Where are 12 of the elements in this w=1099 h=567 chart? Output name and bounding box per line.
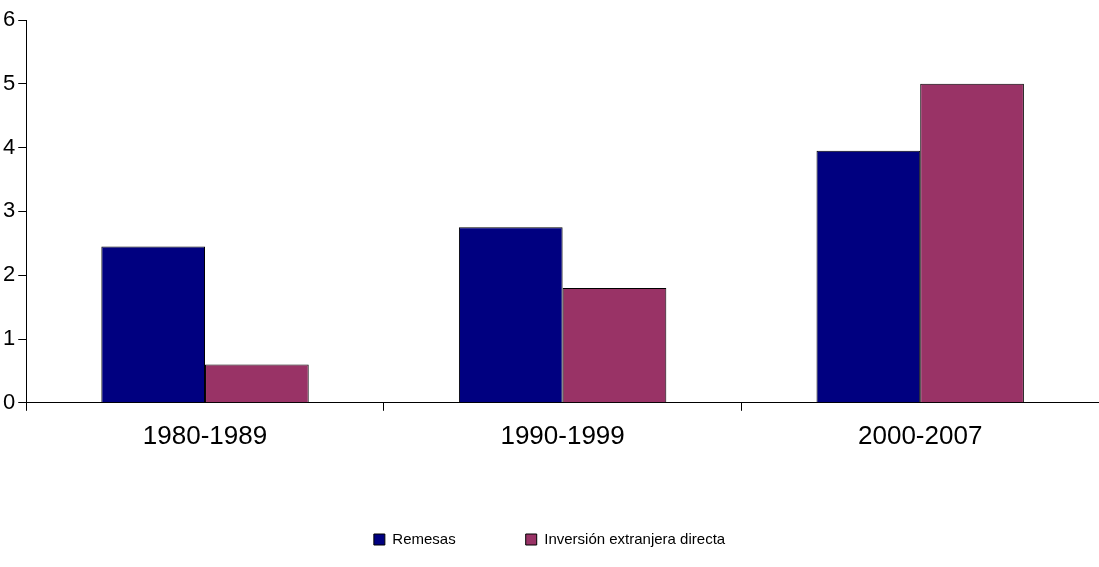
- y-tick-label: 0: [2, 388, 16, 414]
- y-tick-label: 5: [2, 69, 16, 95]
- y-tick-label: 2: [2, 261, 16, 287]
- y-tick-label: 4: [2, 133, 16, 159]
- y-tick-label: 6: [2, 6, 16, 32]
- legend-label: Inversión extranjera directa: [544, 529, 726, 547]
- x-tick-label: 1990-1999: [500, 419, 625, 450]
- y-tick-label: 3: [2, 197, 16, 223]
- x-tick-label: 1980-1989: [142, 419, 268, 450]
- legend-label: Remesas: [392, 529, 456, 547]
- y-tick-label: 1: [2, 325, 16, 351]
- x-tick-label: 2000-2007: [858, 419, 983, 450]
